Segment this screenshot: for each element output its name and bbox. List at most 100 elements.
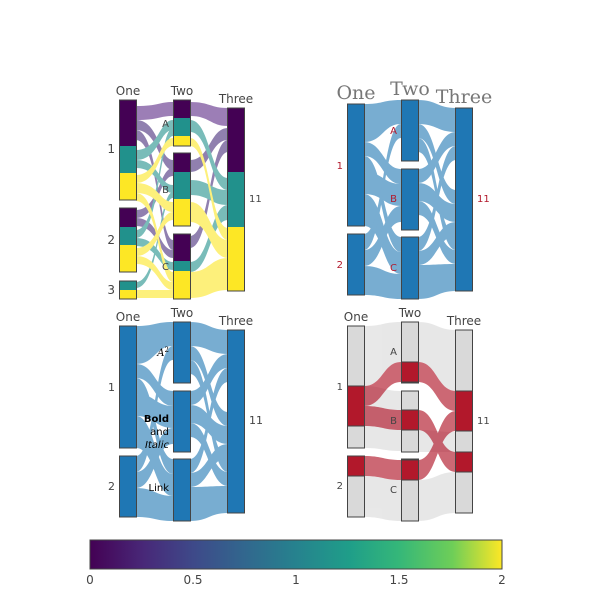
category-label: 3 (107, 283, 115, 297)
category-bar (173, 458, 191, 522)
ribbon (136, 212, 173, 256)
ribbon (364, 476, 401, 521)
ribbon (364, 156, 401, 252)
category-label: C (162, 262, 169, 273)
category-bar-highlight (347, 385, 365, 427)
ribbons-top-right (364, 100, 456, 299)
colorbar-tick-label: 2 (498, 573, 506, 587)
category-label: A (162, 119, 169, 130)
colorbar-gradient (89, 539, 503, 570)
category-bar (401, 236, 419, 300)
category-label: 2 (108, 480, 115, 493)
category-bar (227, 172, 245, 227)
category-bar (401, 99, 419, 162)
ribbon (418, 201, 456, 264)
category-bar (173, 390, 191, 453)
category-label: 1 (337, 382, 343, 393)
category-label-bold: Bold (144, 414, 169, 425)
ribbon (136, 290, 173, 298)
ribbons-bottom-right-red (364, 362, 456, 480)
ribbons-top-left (136, 102, 228, 298)
category-label: A (390, 126, 397, 137)
category-bar-highlight (455, 451, 473, 473)
ribbon (190, 322, 228, 354)
ribbon (364, 456, 401, 480)
ribbon (136, 138, 173, 183)
panel-top-left: One Two Three 1 2 3 A B C 11 (107, 84, 262, 300)
category-label: 2 (337, 260, 343, 271)
category-bar (173, 321, 191, 384)
category-label: C (390, 485, 397, 496)
category-bar (173, 100, 191, 118)
ribbon (190, 138, 228, 240)
category-bar (119, 208, 137, 227)
ribbon (190, 102, 228, 126)
category-bar-highlight (401, 361, 419, 383)
category-bar (119, 146, 137, 173)
category-bar (227, 329, 245, 514)
category-label: 11 (249, 194, 262, 205)
ribbon (418, 472, 456, 521)
bars-bottom-left (119, 321, 245, 522)
dimension-label: Two (398, 306, 422, 320)
bars-top-right (347, 99, 473, 300)
dimension-label: One (336, 82, 375, 104)
ribbon (364, 142, 401, 184)
category-bar (227, 227, 245, 291)
category-bar-highlight (401, 409, 419, 431)
category-bar (119, 290, 137, 299)
category-label: B (390, 194, 397, 205)
ribbon (136, 193, 173, 282)
ribbon (418, 362, 456, 411)
ribbon (364, 266, 401, 299)
ribbon (418, 100, 456, 132)
dimension-label: Three (218, 92, 253, 106)
ribbon (190, 354, 228, 405)
ribbon (190, 486, 228, 521)
category-bar (119, 245, 137, 272)
category-bar (173, 234, 191, 261)
category-bar (173, 153, 191, 172)
ribbon (136, 256, 173, 290)
ribbon (190, 180, 228, 205)
category-label-and: and (150, 427, 169, 438)
category-bar (173, 136, 191, 146)
category-bar-highlight (347, 455, 365, 477)
category-bar (455, 107, 473, 292)
category-bar (119, 100, 137, 146)
ribbon (418, 146, 456, 251)
dimension-label: Three (218, 314, 253, 328)
ribbon (190, 258, 228, 298)
ribbon (136, 322, 173, 364)
category-bar (347, 233, 365, 296)
category-bar (119, 173, 137, 200)
ribbon (136, 102, 173, 120)
ribbon (190, 444, 228, 487)
colorbar: 0 0.5 1 1.5 2 (86, 539, 506, 587)
category-label: B (390, 416, 397, 427)
ribbon (136, 120, 173, 170)
category-bar (119, 325, 137, 449)
category-label-a-squared: A2 (156, 346, 169, 359)
category-label: A (390, 347, 397, 358)
bars-two-top-left (173, 99, 191, 300)
ribbon (418, 222, 456, 265)
ribbon (136, 346, 173, 472)
category-label: 1 (107, 142, 115, 156)
category-label: 1 (108, 381, 115, 394)
category-label: 2 (107, 233, 115, 247)
ribbon (364, 362, 401, 406)
category-label: C (390, 263, 397, 274)
ribbon (136, 183, 173, 212)
ribbon (418, 322, 456, 391)
panel-top-right: One Two Three 1 2 A B C 11 (336, 78, 492, 300)
dimension-label: One (116, 310, 140, 324)
ribbon (136, 160, 173, 193)
category-bar (173, 271, 191, 299)
ribbon (190, 368, 228, 473)
category-bar (119, 227, 137, 245)
category-label: 11 (477, 416, 490, 427)
category-label-italic: Italic (145, 440, 170, 451)
category-bar (119, 455, 137, 518)
